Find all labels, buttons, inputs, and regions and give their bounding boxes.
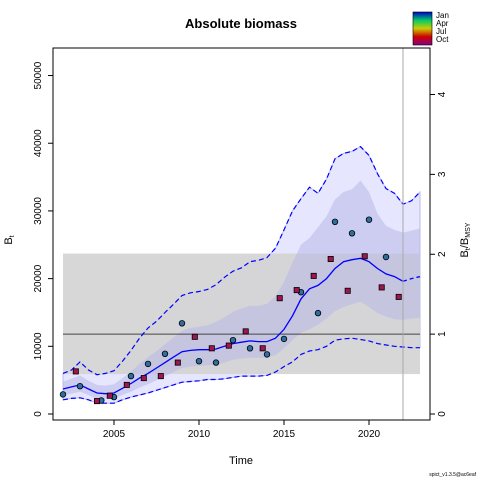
y2-tick-label: 3 [437, 171, 448, 177]
forecast-line [402, 275, 421, 282]
legend-entry: Jan [436, 11, 449, 20]
plot-frame [52, 47, 431, 421]
legend-entry: Apr [436, 19, 449, 28]
y2-tick-label: 2 [437, 251, 448, 257]
observation-point-square [106, 392, 113, 399]
x-axis: 2005 2010 2015 2020 [103, 420, 381, 440]
y-axis-label: Bt [3, 235, 16, 244]
observation-point-circle [178, 320, 186, 327]
chart-title: Absolute biomass [185, 16, 297, 31]
y-tick-label: 40000 [33, 129, 44, 157]
observation-point-square [276, 295, 283, 302]
observation-point-circle [127, 372, 135, 380]
ci-lower-line [62, 337, 420, 404]
y-tick-label: 30000 [33, 197, 44, 225]
y-axis: 0 10000 20000 30000 40000 50000 [33, 61, 53, 417]
y2-tick-label: 0 [437, 411, 448, 417]
observation-point-square [225, 342, 232, 349]
y2-axis-label-sub2: MSY [465, 222, 472, 238]
observation-point-square [208, 345, 215, 352]
observation-point-square [395, 293, 402, 300]
observation-point-circle [195, 358, 203, 365]
estimate-line [62, 257, 404, 395]
observation-points [59, 216, 402, 405]
y-tick-label: 0 [33, 411, 44, 417]
footer-version: spict_v1.3.5@ac6eaf [429, 472, 476, 478]
observation-point-circle [76, 383, 84, 390]
y-tick-label: 20000 [33, 264, 44, 292]
y2-axis-label-main: B [459, 250, 471, 257]
observation-point-circle [280, 335, 288, 343]
observation-point-square [344, 287, 351, 294]
y2-tick-label: 4 [437, 91, 448, 97]
y2-axis-label: Bt/BMSY [459, 222, 472, 257]
y-tick-label: 10000 [33, 332, 44, 360]
observation-point-square [361, 253, 368, 260]
svg-text:Bt: Bt [3, 235, 16, 244]
observation-point-circle [229, 337, 237, 344]
observation-point-circle [314, 309, 322, 317]
observation-point-square [242, 328, 249, 335]
observation-point-square [378, 284, 385, 291]
x-tick-label: 2015 [273, 429, 296, 440]
y-axis-label-sub: t [9, 235, 16, 237]
observation-point-circle [348, 230, 356, 237]
observation-point-square [72, 368, 79, 375]
x-tick-label: 2005 [103, 429, 126, 440]
x-tick-label: 2010 [188, 429, 211, 440]
svg-text:Bt/BMSY: Bt/BMSY [459, 222, 472, 257]
observation-point-circle [382, 253, 390, 261]
x-tick-label: 2020 [358, 429, 381, 440]
observation-point-square [327, 255, 334, 262]
observation-point-circle [212, 359, 220, 366]
season-color-bar [412, 11, 433, 46]
observation-point-square [174, 359, 181, 366]
observation-point-circle [144, 360, 152, 368]
y-axis-label-main: B [3, 237, 15, 244]
plot-area-group [53, 48, 430, 420]
ci-upper-line [62, 145, 421, 376]
observation-point-square [259, 345, 266, 352]
observation-point-circle [161, 350, 169, 357]
legend-entry: Oct [436, 35, 449, 44]
observation-point-square [94, 398, 101, 405]
observation-point-circle [246, 345, 254, 352]
observation-point-circle [365, 216, 373, 223]
observation-point-square [140, 375, 147, 382]
y-tick-label: 50000 [33, 61, 44, 89]
y2-axis: 0 1 2 3 4 [430, 91, 448, 417]
observation-point-square [157, 373, 164, 380]
observation-point-square [293, 287, 300, 294]
ci-inner-band [63, 180, 420, 400]
observation-point-square [310, 272, 317, 279]
observation-point-square [191, 333, 198, 340]
y2-axis-label-sub: t [465, 248, 472, 250]
observation-point-circle [263, 351, 271, 358]
observation-point-circle [59, 391, 67, 398]
legend-entry: Jul [436, 27, 446, 36]
observation-point-square [123, 381, 130, 388]
observation-point-circle [331, 218, 339, 225]
y2-tick-label: 1 [437, 331, 448, 337]
y2-axis-label-tail: /B [459, 238, 471, 248]
x-axis-label: Time [229, 455, 253, 467]
